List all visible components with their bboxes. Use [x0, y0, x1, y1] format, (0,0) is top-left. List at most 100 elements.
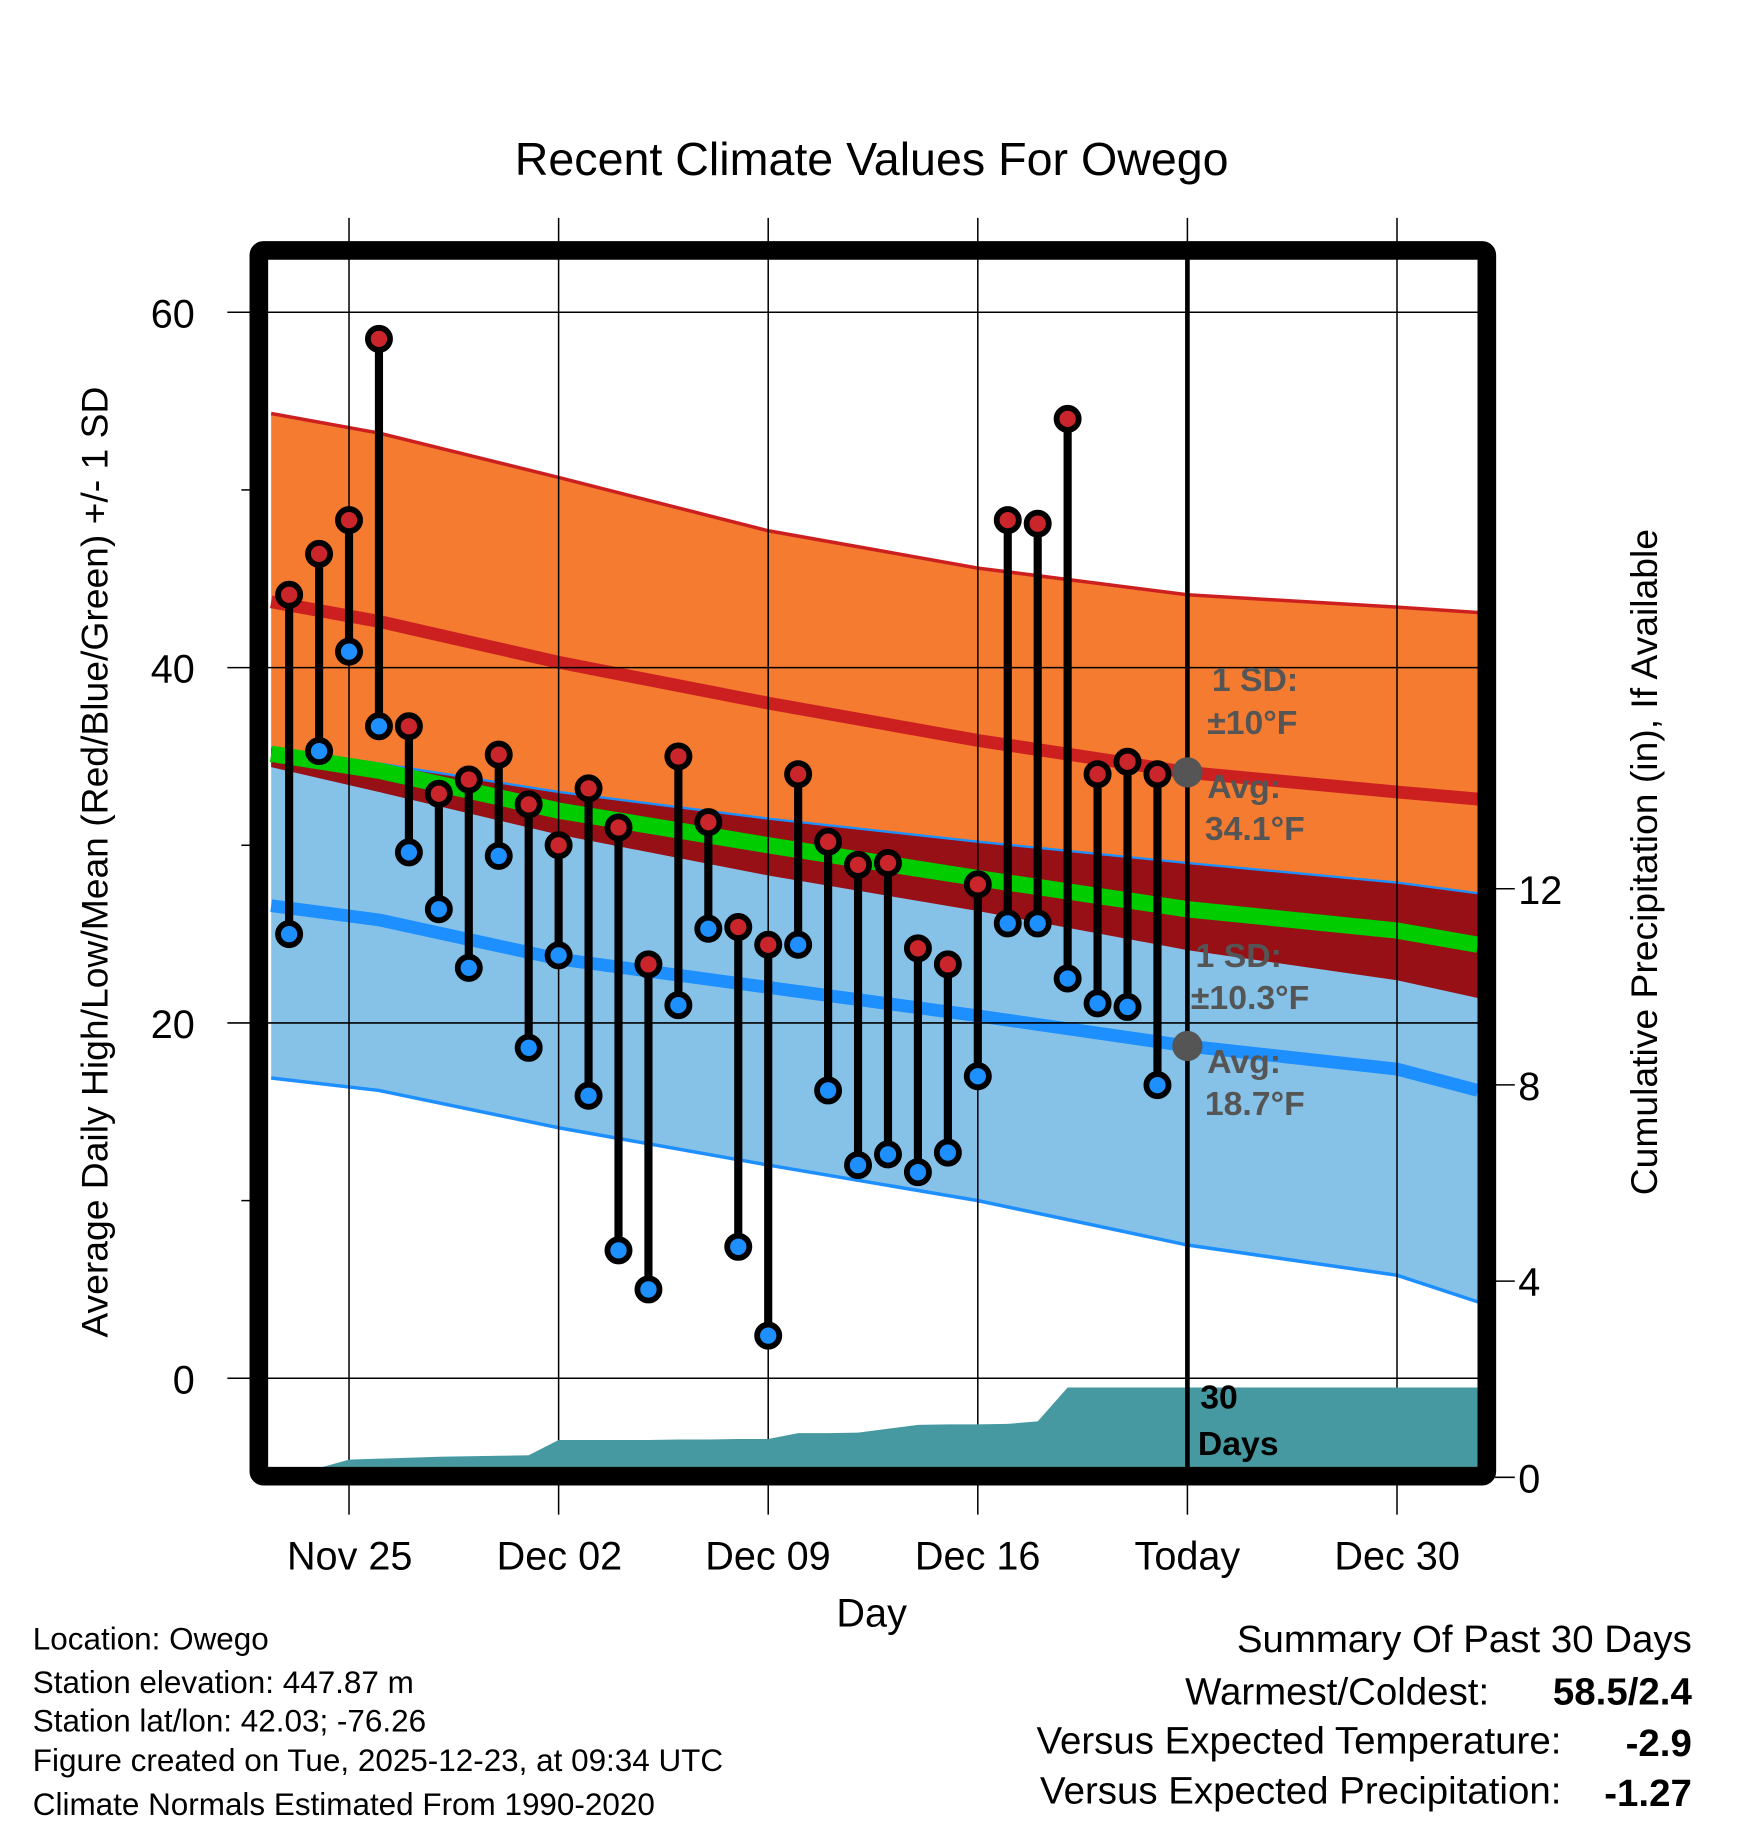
low-marker [844, 1151, 873, 1180]
summary-title: Summary Of Past 30 Days [1237, 1618, 1692, 1661]
low-marker [724, 1232, 753, 1261]
y2-tick-label: 8 [1518, 1065, 1540, 1109]
summary-panel: Summary Of Past 30 Days Warmest/Coldest:… [1036, 1618, 1692, 1815]
high-marker [1083, 760, 1112, 789]
low-marker [364, 712, 393, 741]
low-marker [664, 991, 693, 1020]
annotations: 1 SD: ±10°F Avg: 34.1°F 1 SD: ±10.3°F Av… [1191, 661, 1309, 1463]
low-marker [993, 909, 1022, 938]
high-marker [1113, 747, 1142, 776]
low-avg-label: Avg: [1207, 1043, 1281, 1081]
high-marker [604, 813, 633, 842]
high-marker [963, 870, 992, 899]
high-marker [933, 950, 962, 979]
low-marker [963, 1062, 992, 1091]
high-marker [1143, 760, 1172, 789]
low-marker [1143, 1071, 1172, 1100]
high-marker [544, 831, 573, 860]
low-marker [514, 1033, 543, 1062]
window-label-number: 30 [1200, 1379, 1238, 1417]
low-marker [754, 1321, 783, 1350]
x-tick-label: Dec 02 [497, 1534, 623, 1578]
high-marker [724, 913, 753, 941]
y-tick-label: 60 [151, 292, 195, 336]
x-tick-label: Dec 09 [705, 1534, 831, 1578]
x-tick-label: Dec 30 [1334, 1534, 1460, 1578]
high-marker [634, 950, 663, 979]
location-text: Location: Owego [33, 1622, 269, 1657]
high-marker [814, 827, 843, 856]
low-avg-line [270, 899, 1480, 1097]
window-label-days: Days [1198, 1425, 1279, 1463]
low-marker [604, 1236, 633, 1265]
low-marker [1113, 992, 1142, 1021]
station-info: Location: Owego Station elevation: 447.8… [33, 1622, 723, 1822]
low-marker [1083, 989, 1112, 1018]
high-marker [424, 779, 453, 808]
y2-tick-label: 12 [1518, 869, 1562, 913]
y2-axis-label: Cumulative Precipitation (in), If Availa… [1623, 529, 1665, 1195]
y-axis-label: Average Daily High/Low/Mean (Red/Blue/Gr… [73, 387, 115, 1338]
high-marker [364, 324, 393, 353]
high-marker [754, 930, 783, 959]
high-marker [784, 760, 813, 789]
low-marker [634, 1275, 663, 1304]
y2-tick-label: 4 [1518, 1261, 1540, 1305]
chart-title: Recent Climate Values For Owego [515, 133, 1229, 185]
grid-lines [227, 217, 1515, 1515]
high-marker [694, 808, 723, 837]
high-marker [844, 850, 873, 879]
plot-frame [249, 241, 1497, 1486]
low-sd-label: 1 SD: [1196, 937, 1282, 975]
temp-departure-label: Versus Expected Temperature: [1036, 1719, 1561, 1762]
x-tick-label: Dec 16 [915, 1534, 1041, 1578]
low-marker [784, 930, 813, 959]
high-marker [454, 765, 483, 794]
high-marker [574, 774, 603, 803]
low-marker [394, 838, 423, 867]
normals-bands [269, 411, 1480, 1304]
high-marker [1023, 509, 1052, 538]
elevation-text: Station elevation: 447.87 m [33, 1665, 414, 1700]
warmest-coldest-label: Warmest/Coldest: [1185, 1671, 1489, 1714]
high-marker [484, 740, 513, 769]
high-avg-line [270, 595, 1479, 806]
precip-departure-label: Versus Expected Precipitation: [1040, 1770, 1561, 1813]
precip-area [269, 1387, 1478, 1468]
high-sd-label: 1 SD: [1212, 661, 1298, 699]
y2-tick-labels: 12 8 4 0 [1518, 869, 1562, 1501]
low-marker [454, 953, 483, 982]
high-avg-dot [1172, 757, 1203, 788]
low-lower-sd-line [270, 1076, 1479, 1304]
normals-text: Climate Normals Estimated From 1990-2020 [33, 1787, 655, 1822]
high-avg-value: 34.1°F [1205, 810, 1305, 848]
low-avg-dot [1172, 1030, 1203, 1062]
high-marker [903, 934, 932, 963]
low-marker [874, 1140, 902, 1169]
precip-departure-value: -1.27 [1604, 1772, 1692, 1815]
high-marker [514, 790, 543, 819]
low-marker [933, 1138, 962, 1167]
x-tick-label: Today [1135, 1534, 1241, 1578]
low-marker [814, 1076, 843, 1105]
y-tick-label: 20 [151, 1003, 195, 1047]
high-avg-label: Avg: [1207, 768, 1281, 806]
low-marker [424, 895, 453, 924]
low-marker [544, 941, 573, 970]
y-tick-labels: 60 40 20 0 [151, 292, 195, 1402]
y-tick-label: 40 [151, 648, 195, 692]
observations [275, 324, 1203, 1350]
low-marker [335, 637, 363, 666]
y-tick-label: 0 [173, 1358, 195, 1402]
high-sd-value: ±10°F [1207, 704, 1297, 742]
low-marker [484, 841, 513, 870]
high-marker [874, 849, 902, 878]
precip-area-group [269, 258, 1478, 1468]
low-marker [275, 920, 304, 949]
low-marker [574, 1081, 603, 1110]
high-marker [275, 580, 304, 609]
x-tick-label: Nov 25 [287, 1534, 413, 1578]
x-axis-label: Day [836, 1591, 907, 1635]
low-marker [305, 737, 334, 766]
high-marker [335, 506, 363, 535]
